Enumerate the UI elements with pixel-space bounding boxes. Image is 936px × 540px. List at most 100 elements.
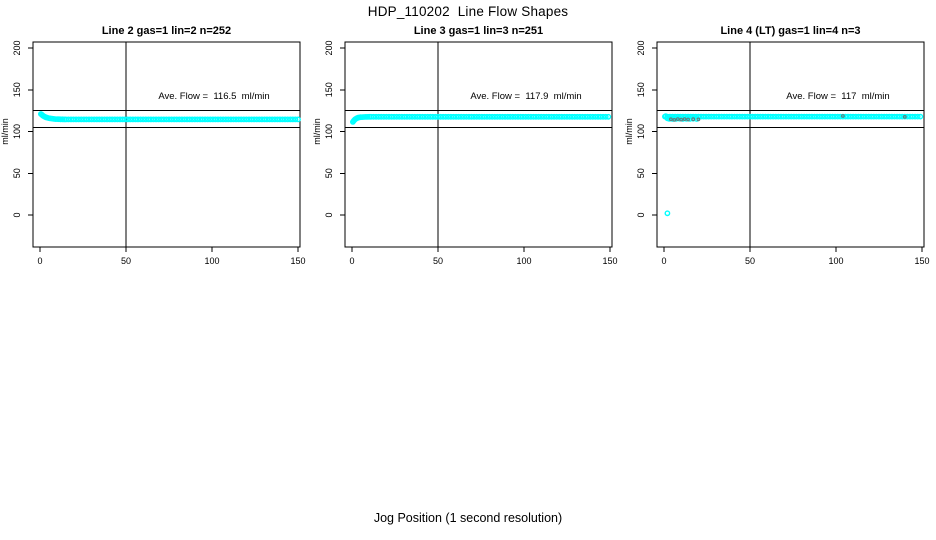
data-point [842, 113, 849, 120]
data-point [88, 116, 95, 123]
data-point [759, 113, 766, 120]
data-point [564, 113, 570, 120]
data-point [135, 116, 141, 123]
data-point [883, 113, 890, 120]
data-point [806, 113, 813, 120]
data-point [576, 113, 583, 120]
data-point [605, 113, 612, 120]
data-point [778, 113, 784, 120]
data-point [373, 113, 379, 120]
data-point [181, 116, 188, 123]
data-point [692, 113, 699, 120]
x-tick-label: 0 [37, 256, 42, 266]
data-point [204, 116, 211, 123]
y-tick-label: 0 [12, 212, 22, 217]
plot-frame [344, 41, 613, 248]
data-point [393, 113, 400, 120]
data-point [435, 113, 441, 120]
data-point [512, 113, 519, 120]
chart-title: Line 2 gas=1 lin=2 n=252 [102, 25, 231, 37]
data-point [447, 113, 454, 120]
data-point [600, 113, 606, 120]
chart-canvas-2: Line 3 gas=1 lin=3 n=251 0 50 100 150 0 50 100 1… [312, 25, 618, 266]
ave-flow-annotation: Ave. Flow = 117.9 ml/min [470, 91, 581, 102]
y-tick-label: 50 [12, 168, 22, 178]
data-point [548, 113, 555, 120]
data-point [189, 116, 196, 123]
data-point [368, 113, 374, 120]
data-point [295, 116, 301, 123]
data-point [682, 117, 687, 121]
data-point [370, 113, 377, 120]
data-point [736, 113, 743, 120]
data-point [264, 116, 270, 123]
data-point [243, 116, 250, 123]
data-point [274, 116, 281, 123]
data-point [253, 116, 260, 123]
x-tick-label: 50 [745, 256, 755, 266]
data-point [466, 113, 472, 120]
data-point [811, 113, 818, 120]
data-point [832, 113, 839, 120]
data-point [896, 113, 903, 120]
data-point [819, 113, 826, 120]
data-point [424, 113, 431, 120]
data-point [685, 113, 691, 120]
data-point [478, 113, 485, 120]
data-point [489, 113, 496, 120]
data-point [723, 113, 730, 120]
data-point [258, 116, 265, 123]
data-point [762, 113, 769, 120]
data-point [409, 113, 416, 120]
data-point [533, 113, 539, 120]
data-point [899, 113, 906, 120]
data-point [749, 113, 756, 120]
y-tick-label: 0 [636, 212, 646, 217]
data-point [494, 113, 501, 120]
data-point [690, 113, 697, 120]
data-point [197, 116, 203, 123]
y-tick-label: 50 [636, 168, 646, 178]
data-point [863, 113, 870, 120]
data-point [509, 113, 516, 120]
data-point [217, 116, 224, 123]
data-point [517, 113, 524, 120]
data-point [679, 117, 684, 122]
data-point [744, 113, 751, 120]
data-point [276, 116, 283, 123]
data-point [757, 113, 764, 120]
data-point [127, 116, 134, 123]
ave-flow-annotation: Ave. Flow = 117 ml/min [786, 91, 889, 102]
data-point [86, 116, 92, 123]
data-point [212, 116, 219, 123]
data-point [150, 116, 157, 123]
data-point [186, 116, 193, 123]
y-tick-label: 200 [324, 40, 334, 55]
x-tick-label: 100 [516, 256, 531, 266]
data-point [473, 113, 480, 120]
data-point [391, 113, 398, 120]
data-point [785, 113, 792, 120]
data-point [378, 113, 385, 120]
data-point [770, 113, 777, 120]
data-point [801, 113, 808, 120]
data-point [240, 116, 247, 123]
data-point [194, 116, 201, 123]
subplot-line-4: Line 4 (LT) gas=1 lin=4 n=3 0 50 100 150 0 50 1… [624, 20, 936, 282]
data-point [845, 113, 851, 120]
data-point [75, 116, 82, 123]
data-point [525, 113, 532, 120]
data-point [419, 113, 426, 120]
data-point [215, 116, 221, 123]
data-point [535, 113, 542, 120]
data-point [468, 113, 475, 120]
data-point [137, 116, 144, 123]
data-point [124, 116, 131, 123]
data-point [772, 113, 779, 120]
y-tick-label: 0 [324, 212, 334, 217]
data-point [703, 113, 710, 120]
data-point [780, 113, 787, 120]
data-point [202, 116, 209, 123]
data-point [375, 113, 382, 120]
data-point [695, 113, 702, 120]
